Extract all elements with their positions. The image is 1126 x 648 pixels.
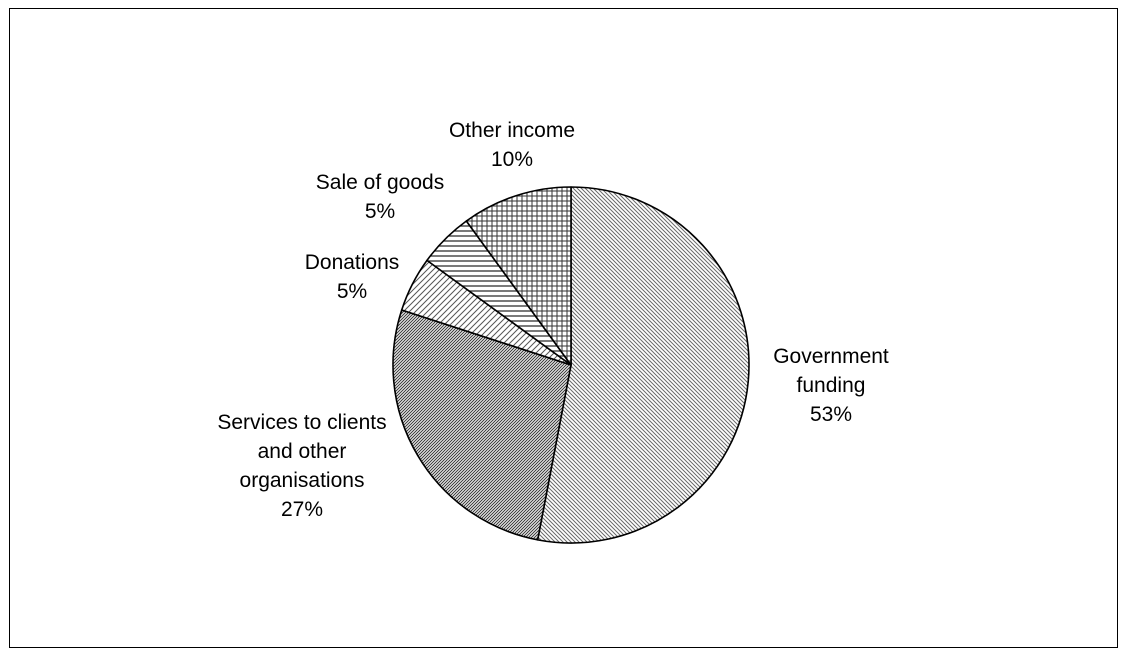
slice-label: Government funding 53% [773,345,889,426]
slice-label-line: organisations [240,469,365,492]
slice-label: Other income 10% [449,119,575,171]
slice-label-line: and other [258,440,347,463]
slice-label-line: funding [797,374,866,397]
slice-label-line: Donations [305,251,400,274]
slice-label-line: Sale of goods [316,171,444,194]
pie-slice [536,186,750,544]
slice-label: Sale of goods 5% [316,171,444,223]
slice-label-line: 5% [365,200,395,223]
pie-slice [392,309,572,541]
slice-label-line: 27% [281,498,323,521]
pie-slices [392,186,750,544]
slice-label-line: Government [773,345,889,368]
slice-label-line: 10% [491,148,533,171]
pie-chart: Government funding 53% Services to clients a… [217,119,889,544]
slice-label: Services to clients and other organisation… [217,411,386,521]
slice-label-line: 53% [810,403,852,426]
chart-area: Government funding 53% Services to clients a… [9,8,1118,648]
pie-slice [465,186,572,366]
slice-label-line: Services to clients [217,411,386,434]
slice-label: Donations 5% [305,251,400,303]
slice-label-line: 5% [337,280,367,303]
pie-labels: Government funding 53% Services to clients a… [217,119,889,521]
slice-label-line: Other income [449,119,575,142]
